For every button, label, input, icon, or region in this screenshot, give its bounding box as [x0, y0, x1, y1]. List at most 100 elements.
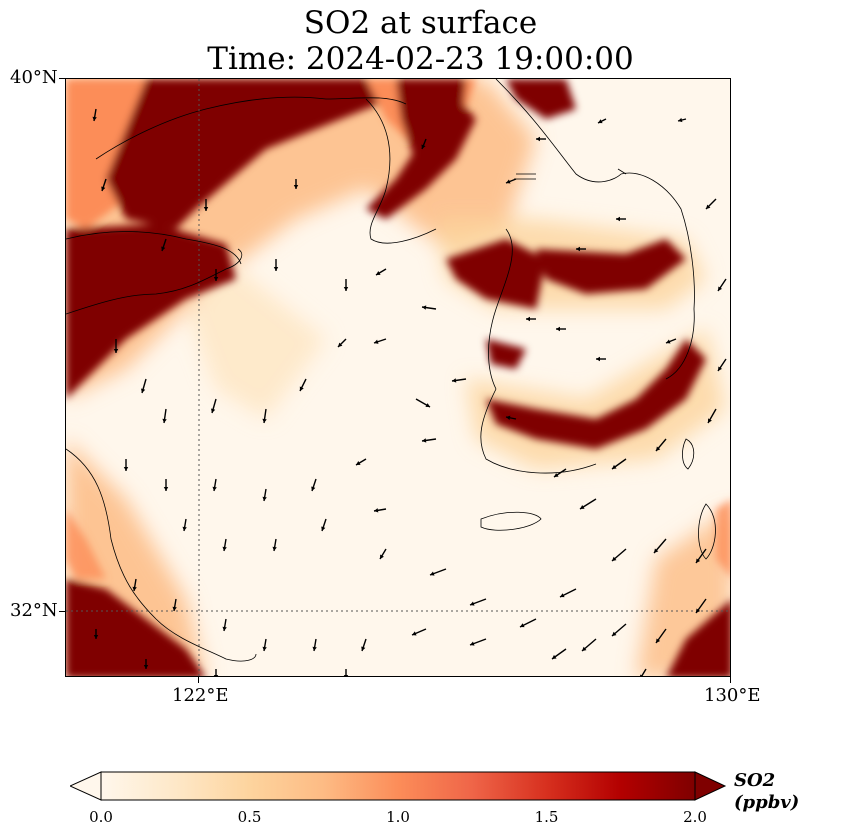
lon-tick-mark-122 — [198, 677, 199, 683]
wind-vector-head — [612, 556, 617, 561]
lat-tick-label-32: 32°N — [10, 600, 58, 621]
wind-vector-head — [161, 246, 166, 251]
wind-vector-layer — [92, 108, 727, 676]
lon-tick-label-130: 130°E — [704, 685, 761, 706]
wind-vector-head — [412, 631, 417, 636]
map-title-line2: Time: 2024-02-23 19:00:00 — [207, 41, 634, 77]
wind-vector-head — [582, 646, 587, 651]
colorbar-extend-high — [694, 771, 727, 801]
wind-vector-head — [666, 339, 671, 344]
wind-vector-head — [132, 586, 137, 591]
wind-vector-head — [656, 446, 661, 451]
so2-map — [66, 79, 730, 676]
wind-vector-head — [212, 486, 217, 491]
wind-vector-head — [299, 386, 304, 391]
wind-vector-head — [273, 267, 279, 271]
wind-vector-head — [101, 186, 106, 191]
wind-vector-head — [554, 472, 559, 477]
lat-tick-mark-40 — [59, 78, 65, 79]
wind-vector-head — [520, 623, 525, 628]
wind-vector-head — [272, 546, 277, 551]
wind-vector-head — [123, 467, 129, 471]
wind-vector-head — [580, 505, 585, 509]
gridlines — [66, 79, 730, 676]
wind-vector-head — [556, 326, 560, 332]
lon-tick-mark-130 — [730, 677, 731, 683]
wind-vector-head — [163, 487, 169, 491]
colorbar-tick-label: 0.5 — [237, 808, 262, 826]
wind-vector-head — [182, 526, 187, 531]
wind-vector-head — [552, 654, 557, 659]
wind-vector-head — [172, 606, 177, 611]
wind-vector-head — [708, 418, 712, 423]
wind-vector-head — [222, 626, 227, 631]
wind-vector-head — [312, 646, 317, 651]
wind-vector-head — [213, 277, 219, 281]
wind-vector-head — [470, 601, 475, 606]
wind-vector-head — [654, 548, 659, 553]
wind-vector-head — [536, 136, 540, 142]
lat-tick-label-40: 40°N — [10, 67, 58, 88]
wind-vector-head — [596, 356, 600, 362]
wind-vector-head — [422, 438, 427, 443]
wind-vector-head — [376, 271, 381, 275]
wind-vector-head — [470, 641, 475, 646]
map-title-line1: SO2 at surface — [303, 5, 538, 41]
colorbar-title: SO2 (ppbv) — [734, 770, 800, 813]
wind-vector-head — [380, 554, 384, 559]
lon-tick-label-122: 122°E — [172, 685, 229, 706]
wind-vector-head — [612, 464, 617, 469]
colorbar-bar — [100, 771, 696, 801]
wind-vector-head — [640, 674, 643, 676]
colorbar — [70, 771, 727, 801]
colorbar-tick-label: 1.5 — [534, 808, 559, 826]
wind-vector-head — [506, 179, 511, 184]
wind-vector-head — [374, 508, 379, 513]
wind-vector-head — [506, 415, 511, 420]
wind-vector-head — [143, 665, 149, 669]
wind-vector-head — [222, 546, 227, 551]
wind-vector-head — [526, 316, 530, 322]
wind-vector-head — [311, 486, 316, 491]
wind-vector-head — [598, 119, 603, 124]
wind-vector-head — [210, 408, 216, 413]
wind-vector-head — [430, 571, 435, 576]
wind-vector-head — [452, 378, 457, 383]
colorbar-tick-label: 2.0 — [683, 808, 707, 826]
so2-high-layer — [66, 79, 730, 676]
colorbar-tick-label: 1.0 — [386, 808, 410, 826]
wind-vector-head — [343, 287, 349, 291]
wind-vector — [640, 668, 647, 676]
wind-vector-head — [678, 117, 683, 123]
wind-vector-head — [356, 461, 361, 465]
lat-tick-mark-32 — [59, 611, 65, 612]
wind-vector-head — [338, 342, 343, 347]
wind-vector-head — [706, 204, 711, 209]
wind-vector-head — [656, 638, 661, 643]
wind-vector-head — [203, 207, 209, 211]
wind-vector-head — [616, 216, 620, 222]
map-panel — [65, 78, 731, 677]
wind-vector-head — [162, 418, 167, 423]
wind-vector-head — [293, 185, 299, 189]
wind-vector-head — [113, 349, 119, 353]
wind-vector-head — [612, 631, 617, 636]
wind-vector-head — [262, 418, 267, 423]
wind-vector-head — [576, 246, 580, 252]
wind-vector-head — [93, 635, 99, 639]
wind-vector-head — [321, 526, 326, 531]
wind-vector-head — [425, 403, 430, 407]
wind-vector-head — [374, 339, 379, 344]
wind-vector-head — [422, 305, 427, 310]
wind-vector-head — [696, 558, 701, 563]
wind-vector-head — [560, 593, 565, 598]
wind-vector-head — [361, 646, 366, 651]
colorbar-tick-label: 0.0 — [89, 808, 113, 826]
wind-vector-head — [696, 608, 701, 613]
wind-vector-head — [262, 646, 267, 651]
wind-vector-head — [343, 675, 349, 676]
wind-vector-head — [140, 388, 146, 393]
colorbar-extend-low — [70, 771, 102, 801]
wind-vector-head — [262, 496, 267, 501]
wind-vector-head — [213, 675, 219, 676]
